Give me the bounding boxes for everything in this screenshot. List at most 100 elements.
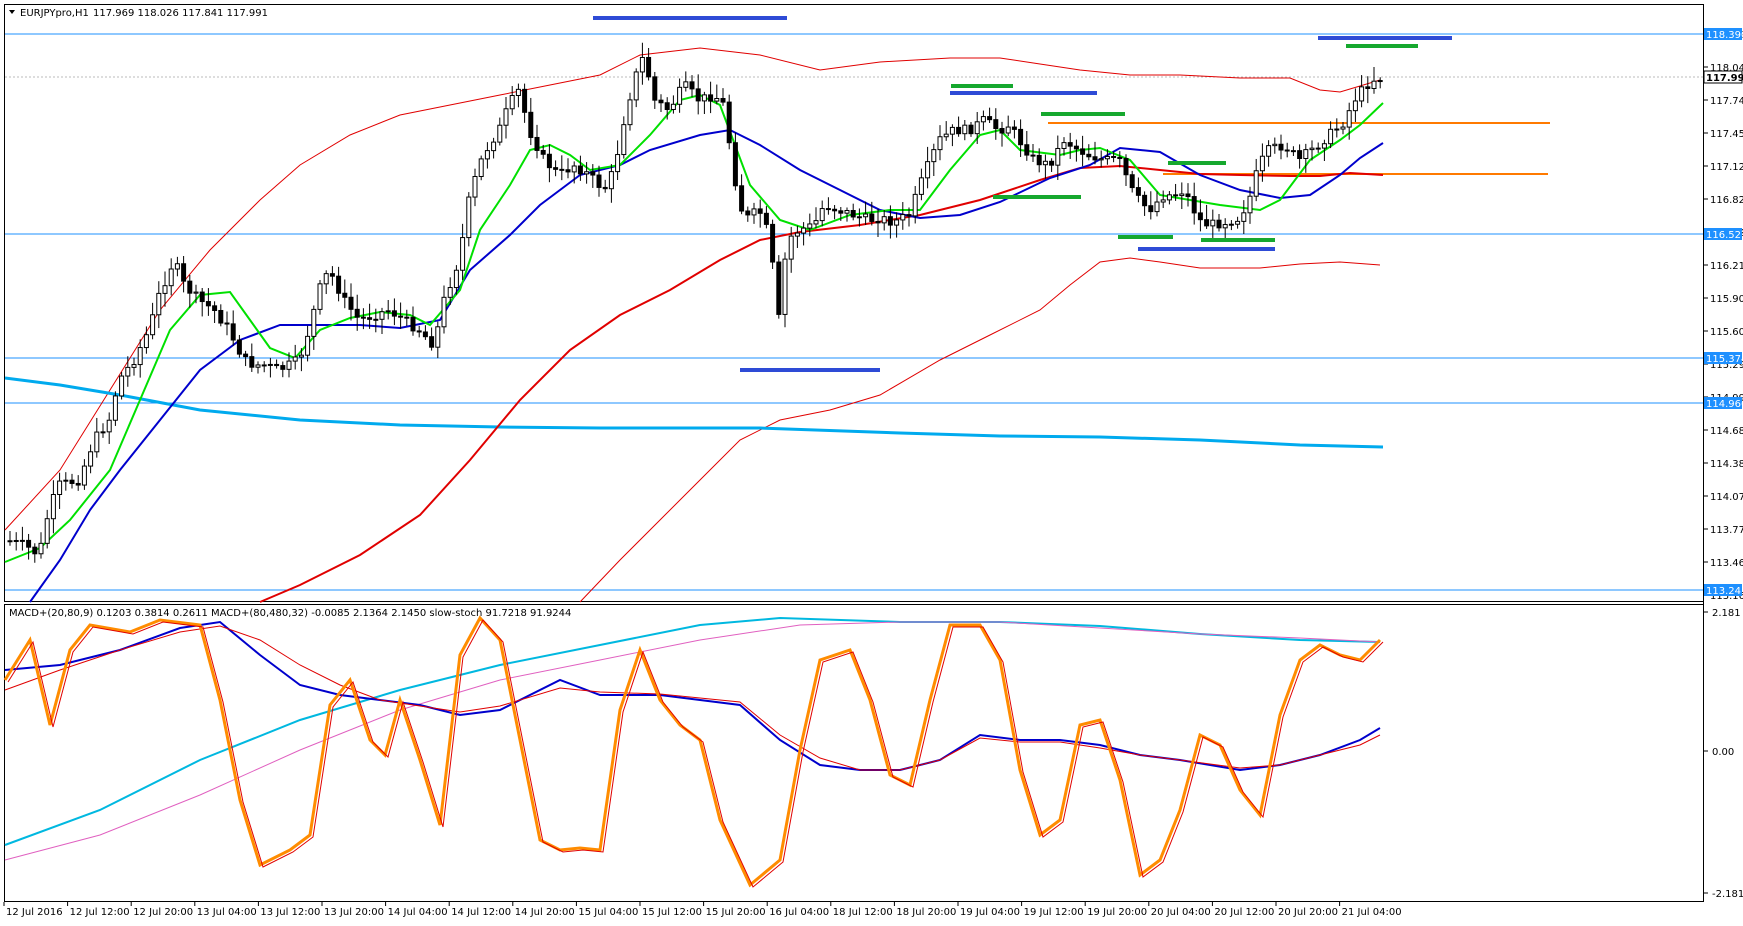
candle-bear (391, 310, 397, 317)
candle-bear (1278, 143, 1284, 151)
candle-bull (962, 124, 968, 135)
candle-bear (236, 339, 242, 355)
macd-slow-signal (4, 621, 1381, 861)
candle-bull (509, 94, 515, 110)
candle-bull (900, 214, 906, 221)
candle-bull (1166, 194, 1172, 201)
candle-bear (553, 167, 559, 170)
price-label: 115.905 (1710, 294, 1743, 305)
candle-bull (460, 237, 466, 271)
level-price-tag (1704, 228, 1742, 240)
candle-bear (546, 153, 552, 169)
time-label: 12 Jul 20:00 (133, 907, 193, 918)
candle-bear (243, 353, 249, 358)
bid-price-tag (1703, 70, 1743, 84)
time-label: 14 Jul 12:00 (451, 907, 511, 918)
main-chart-frame (4, 4, 1704, 602)
candle-bull (1235, 220, 1241, 225)
price-label: 113.465 (1710, 558, 1743, 569)
indicator-axis: 2.181 0.00 -2.181 (1703, 608, 1743, 900)
price-tag-label: 113.241 (1706, 586, 1743, 597)
time-label: 13 Jul 12:00 (260, 907, 320, 918)
candle-bear (181, 263, 187, 282)
upper-band (4, 47, 1381, 531)
candle-bear (726, 101, 732, 144)
price-label: 114.685 (1710, 426, 1743, 437)
candle-bull (584, 171, 590, 175)
time-label: 19 Jul 04:00 (960, 907, 1020, 918)
candle-bear (1080, 148, 1086, 155)
time-label: 14 Jul 20:00 (515, 907, 575, 918)
candle-bull (863, 213, 869, 218)
candle-bear (1216, 219, 1222, 229)
candle-bear (763, 212, 769, 225)
candle-bull (794, 232, 800, 237)
candle-bull (305, 335, 311, 356)
price-label: 117.450 (1710, 129, 1743, 140)
candle-bear (1173, 194, 1179, 197)
indicator-scale-label: 2.181 (1712, 608, 1741, 619)
level-price-tag (1704, 28, 1742, 40)
candle-bull (478, 158, 484, 178)
candle-bear (398, 315, 404, 318)
candle-bear (1086, 153, 1092, 158)
candle-bull (701, 94, 707, 102)
candle-bull (974, 121, 980, 135)
candle-bear (342, 292, 348, 298)
candle-bear (1297, 150, 1303, 160)
ma-mid (29, 128, 1384, 603)
candle-bull (894, 219, 900, 226)
candle-bull (912, 193, 918, 217)
candle-bear (32, 546, 38, 555)
candle-bear (1148, 205, 1154, 213)
candle-bear (1018, 128, 1024, 146)
candle-bear (218, 309, 224, 324)
candle-bull (131, 364, 137, 368)
candle-bull (168, 268, 174, 287)
candle-bull (1377, 80, 1383, 83)
candle-bear (261, 364, 267, 367)
candle-bear (565, 169, 571, 173)
candle-bear (1092, 156, 1098, 161)
candle-bear (968, 124, 974, 135)
candle-bear (410, 316, 416, 332)
candle-bull (1179, 193, 1185, 197)
candle-bull (143, 334, 149, 349)
candle-bear (75, 482, 81, 486)
candle-bull (88, 451, 94, 467)
candle-bull (497, 124, 503, 143)
candle-bull (925, 161, 931, 179)
candle-bull (441, 296, 447, 328)
candle-bear (1142, 194, 1148, 207)
candle-bull (100, 431, 106, 434)
ma-slow (259, 164, 1384, 603)
price-label: 115.295 (1710, 360, 1743, 371)
candle-bear (1129, 174, 1135, 189)
time-label: 12 Jul 12:00 (70, 907, 130, 918)
price-label: 114.380 (1710, 459, 1743, 470)
time-label: 13 Jul 20:00 (324, 907, 384, 918)
candle-bull (608, 171, 614, 190)
candle-bull (174, 263, 180, 270)
menu-triangle-icon[interactable] (9, 10, 15, 14)
candle-bull (137, 347, 143, 366)
candle-bear (329, 273, 335, 277)
ma-long (4, 376, 1384, 449)
candle-bull (373, 318, 379, 321)
indicator-lines (3, 615, 1384, 888)
macd-fast-signal (4, 625, 1381, 771)
candle-bear (187, 280, 193, 294)
indicator-scale-label: -2.181 (1712, 889, 1743, 900)
candle-bear (993, 119, 999, 130)
candle-bear (1030, 154, 1036, 157)
candle-bear (249, 356, 255, 368)
candle-bull (844, 210, 850, 214)
candle-bear (875, 220, 881, 224)
candle-bear (590, 171, 596, 176)
candle-bear (205, 301, 211, 307)
candle-bull (1259, 155, 1265, 172)
price-label: 117.125 (1710, 162, 1743, 173)
candle-bull (670, 103, 676, 110)
candle-bull (162, 285, 168, 294)
